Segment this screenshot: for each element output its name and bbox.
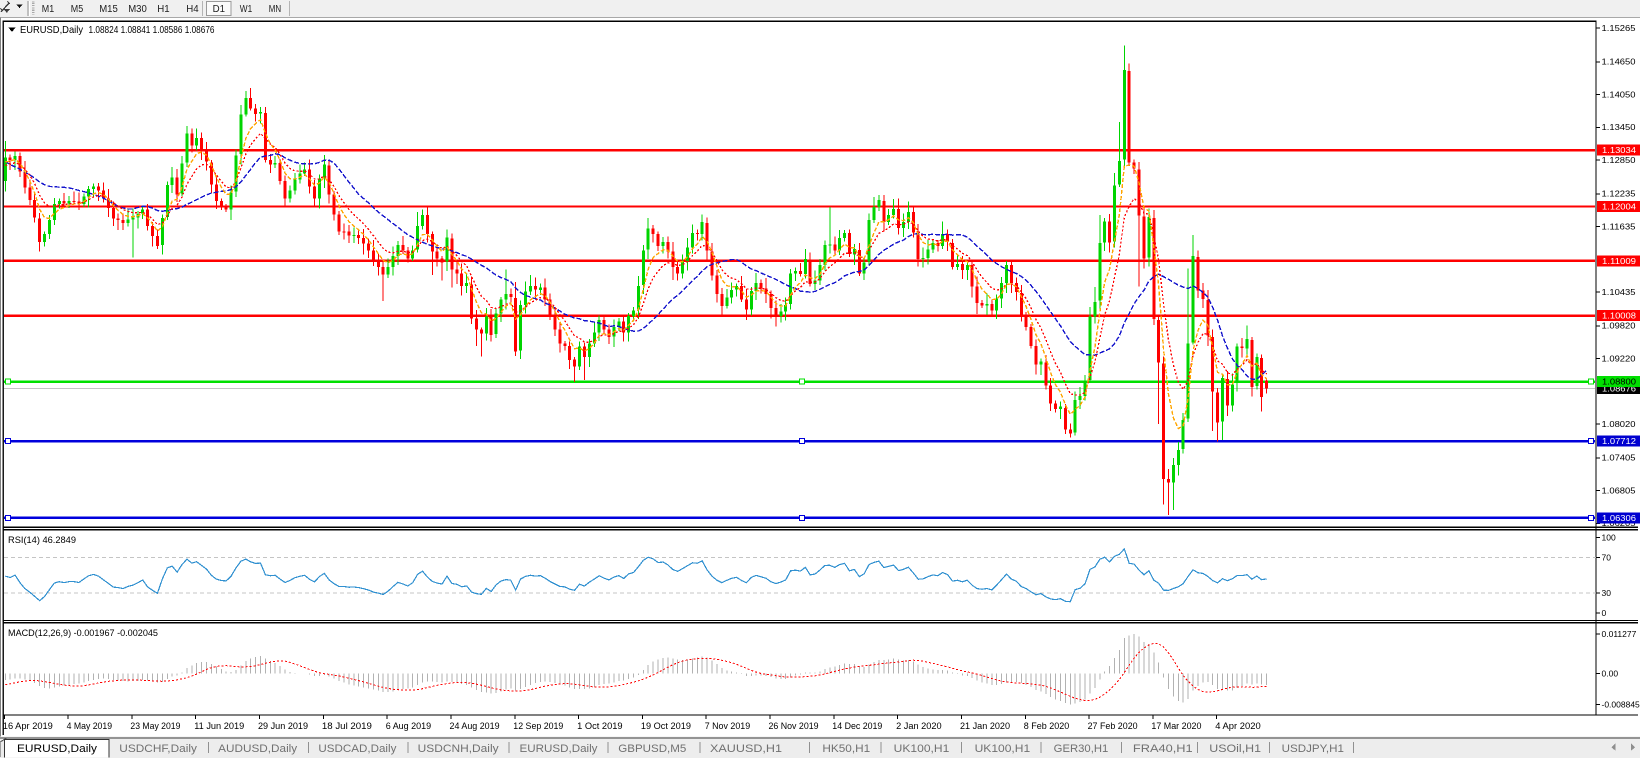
svg-text:UK100,H1: UK100,H1 bbox=[894, 743, 950, 755]
svg-text:EURUSD,Daily: EURUSD,Daily bbox=[20, 24, 84, 36]
svg-text:MACD(12,26,9) -0.001967 -0.002: MACD(12,26,9) -0.001967 -0.002045 bbox=[8, 628, 158, 639]
svg-text:1.07405: 1.07405 bbox=[1602, 454, 1637, 463]
svg-text:M1: M1 bbox=[42, 4, 55, 15]
svg-text:AUDUSD,Daily: AUDUSD,Daily bbox=[218, 743, 298, 755]
svg-text:23 May 2019: 23 May 2019 bbox=[130, 721, 180, 732]
svg-text:M30: M30 bbox=[128, 4, 147, 15]
svg-text:USDCHF,Daily: USDCHF,Daily bbox=[119, 743, 197, 755]
svg-text:GBPUSD,M5: GBPUSD,M5 bbox=[618, 743, 686, 755]
svg-text:USDCAD,Daily: USDCAD,Daily bbox=[318, 743, 397, 755]
svg-text:29 Jun 2019: 29 Jun 2019 bbox=[258, 721, 308, 732]
svg-text:0.00: 0.00 bbox=[1602, 669, 1619, 679]
svg-text:24 Aug 2019: 24 Aug 2019 bbox=[450, 721, 500, 732]
svg-text:7 Nov 2019: 7 Nov 2019 bbox=[705, 721, 751, 732]
svg-text:2 Jan 2020: 2 Jan 2020 bbox=[896, 721, 942, 732]
svg-text:21 Jan 2020: 21 Jan 2020 bbox=[960, 721, 1010, 732]
svg-text:-0.008845: -0.008845 bbox=[1602, 700, 1640, 710]
svg-text:FRA40,H1: FRA40,H1 bbox=[1133, 743, 1193, 755]
svg-text:1.12235: 1.12235 bbox=[1602, 190, 1637, 199]
svg-text:4 Apr 2020: 4 Apr 2020 bbox=[1215, 721, 1261, 732]
svg-text:USDCNH,Daily: USDCNH,Daily bbox=[418, 743, 500, 755]
svg-text:1.11009: 1.11009 bbox=[1602, 257, 1637, 266]
svg-text:1.08824 1.08841 1.08586 1.0867: 1.08824 1.08841 1.08586 1.08676 bbox=[89, 24, 215, 36]
svg-text:100: 100 bbox=[1602, 533, 1616, 543]
svg-text:1.08676: 1.08676 bbox=[1602, 384, 1637, 393]
svg-text:27 Feb 2020: 27 Feb 2020 bbox=[1088, 721, 1138, 732]
svg-text:EURUSD,Daily: EURUSD,Daily bbox=[17, 743, 98, 755]
svg-text:1 Oct 2019: 1 Oct 2019 bbox=[577, 721, 623, 732]
svg-text:11 Jun 2019: 11 Jun 2019 bbox=[194, 721, 244, 732]
svg-text:1.06205: 1.06205 bbox=[1602, 519, 1637, 528]
svg-text:EURUSD,Daily: EURUSD,Daily bbox=[520, 743, 599, 755]
svg-text:USDJPY,H1: USDJPY,H1 bbox=[1282, 743, 1344, 755]
svg-text:H1: H1 bbox=[157, 4, 170, 15]
svg-text:1.09220: 1.09220 bbox=[1602, 354, 1637, 363]
svg-text:M15: M15 bbox=[99, 4, 118, 15]
svg-text:6 Aug 2019: 6 Aug 2019 bbox=[386, 721, 432, 732]
svg-text:H4: H4 bbox=[186, 4, 199, 15]
svg-text:0: 0 bbox=[1602, 608, 1607, 618]
svg-text:1.06805: 1.06805 bbox=[1602, 486, 1637, 495]
svg-text:1.08020: 1.08020 bbox=[1602, 420, 1637, 429]
svg-text:1.08800: 1.08800 bbox=[1602, 378, 1637, 387]
svg-text:1.15265: 1.15265 bbox=[1602, 24, 1637, 33]
svg-text:1.13034: 1.13034 bbox=[1602, 146, 1637, 155]
svg-text:18 Jul 2019: 18 Jul 2019 bbox=[322, 721, 372, 732]
svg-text:MN: MN bbox=[269, 4, 281, 15]
svg-text:W1: W1 bbox=[240, 4, 253, 15]
svg-text:1.11635: 1.11635 bbox=[1602, 222, 1637, 231]
svg-text:1.10435: 1.10435 bbox=[1602, 288, 1637, 297]
svg-text:1.12850: 1.12850 bbox=[1602, 156, 1637, 165]
svg-text:1.06306: 1.06306 bbox=[1602, 514, 1637, 523]
svg-text:26 Nov 2019: 26 Nov 2019 bbox=[769, 721, 819, 732]
svg-text:70: 70 bbox=[1602, 553, 1612, 563]
svg-text:GER30,H1: GER30,H1 bbox=[1054, 743, 1109, 755]
svg-text:4 May 2019: 4 May 2019 bbox=[67, 721, 113, 732]
svg-text:8 Feb 2020: 8 Feb 2020 bbox=[1024, 721, 1070, 732]
svg-text:1.10008: 1.10008 bbox=[1602, 312, 1637, 321]
svg-text:XAUUSD,H1: XAUUSD,H1 bbox=[710, 743, 782, 755]
svg-text:1.14050: 1.14050 bbox=[1602, 90, 1637, 99]
svg-text:HK50,H1: HK50,H1 bbox=[822, 743, 870, 755]
svg-text:12 Sep 2019: 12 Sep 2019 bbox=[513, 721, 563, 732]
svg-text:17 Mar 2020: 17 Mar 2020 bbox=[1151, 721, 1201, 732]
svg-text:14 Dec 2019: 14 Dec 2019 bbox=[832, 721, 882, 732]
svg-text:19 Oct 2019: 19 Oct 2019 bbox=[641, 721, 691, 732]
svg-text:D1: D1 bbox=[213, 4, 226, 15]
svg-text:1.09820: 1.09820 bbox=[1602, 322, 1637, 331]
svg-text:1.12004: 1.12004 bbox=[1602, 203, 1637, 212]
svg-text:1.14650: 1.14650 bbox=[1602, 58, 1637, 67]
svg-text:1.13450: 1.13450 bbox=[1602, 123, 1637, 132]
svg-text:M5: M5 bbox=[71, 4, 84, 15]
svg-text:30: 30 bbox=[1602, 588, 1612, 598]
svg-text:UK100,H1: UK100,H1 bbox=[975, 743, 1031, 755]
svg-text:RSI(14) 46.2849: RSI(14) 46.2849 bbox=[8, 535, 76, 546]
svg-text:16 Apr 2019: 16 Apr 2019 bbox=[3, 721, 53, 732]
svg-text:0.011277: 0.011277 bbox=[1602, 629, 1637, 639]
svg-text:USOil,H1: USOil,H1 bbox=[1209, 743, 1261, 755]
svg-text:1.07712: 1.07712 bbox=[1602, 437, 1637, 446]
